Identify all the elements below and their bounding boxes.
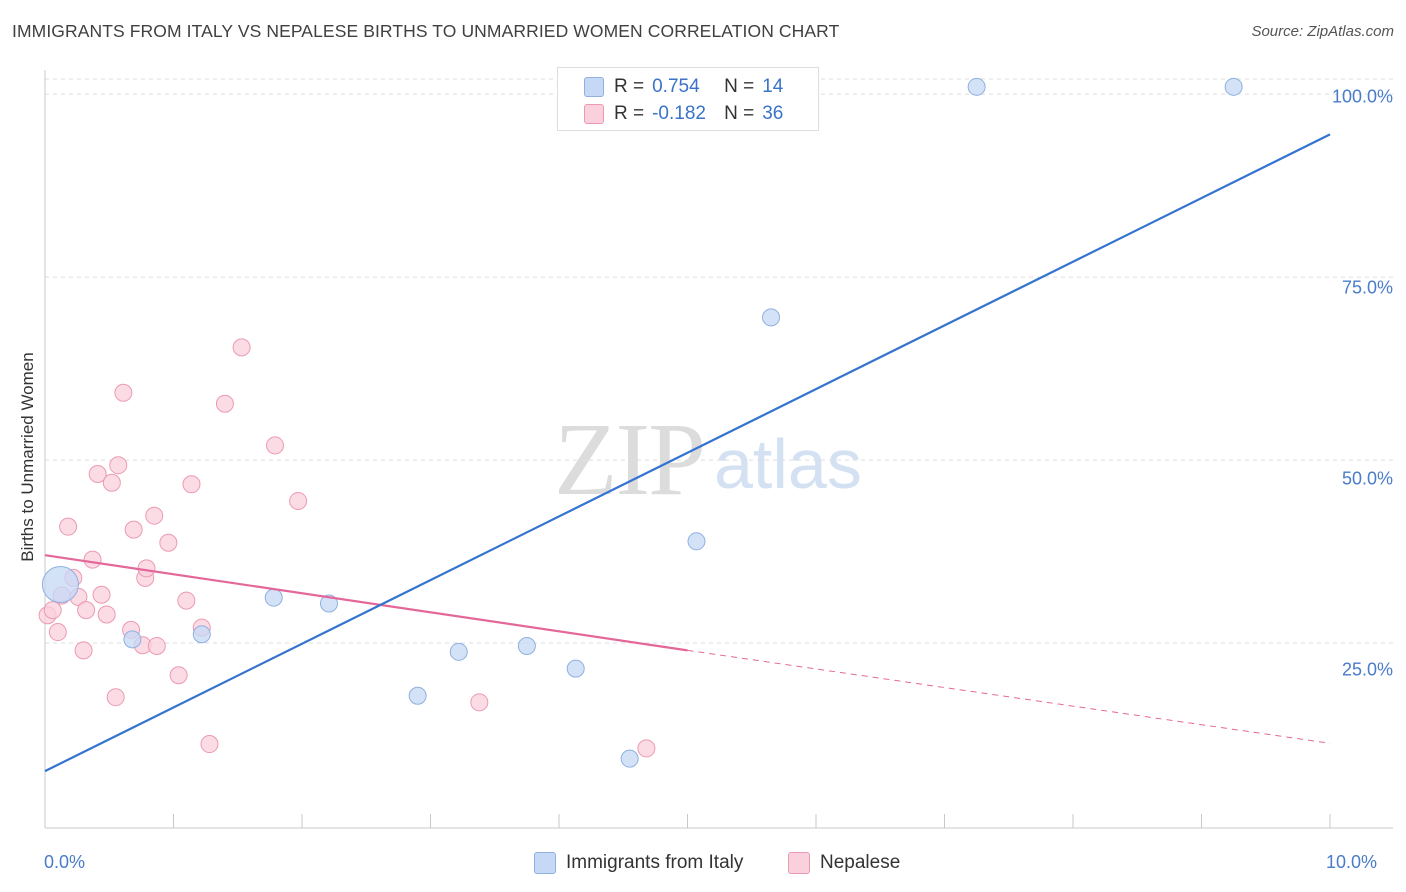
nepal-point xyxy=(109,456,128,475)
italy-point xyxy=(192,625,211,644)
nepal-point xyxy=(74,641,93,660)
nepal-point xyxy=(177,591,196,610)
y-tick-label: 75.0% xyxy=(1341,277,1393,298)
italy-point xyxy=(687,532,706,551)
n-value: 14 xyxy=(762,76,784,97)
nepal-point xyxy=(77,601,96,620)
chart-title: IMMIGRANTS FROM ITALY VS NEPALESE BIRTHS… xyxy=(12,21,840,41)
italy-point-large xyxy=(41,565,79,603)
y-tick-label: 25.0% xyxy=(1341,659,1393,680)
r-label: R = xyxy=(614,76,645,97)
italy-point xyxy=(566,659,585,678)
nepal-point xyxy=(48,623,67,642)
italy-point xyxy=(1224,77,1243,96)
nepal-point xyxy=(147,636,166,655)
nepal-legend-swatch xyxy=(788,852,810,874)
nepal-point xyxy=(145,506,164,525)
italy-point xyxy=(264,588,283,607)
italy-legend-label: Immigrants from Italy xyxy=(566,852,744,873)
nepal-point xyxy=(182,475,201,494)
italy-legend-swatch xyxy=(534,852,556,874)
r-value: -0.182 xyxy=(652,103,706,124)
bottom-legend-nepal: Nepalese xyxy=(788,852,900,874)
y-axis-label: Births to Unmarried Women xyxy=(18,352,37,562)
nepal-point xyxy=(266,436,285,455)
italy-point xyxy=(967,77,986,96)
nepal-trend-extension xyxy=(687,649,1331,744)
legend-row-italy: R = 0.754 N = 14 xyxy=(584,74,783,100)
italy-point xyxy=(620,749,639,768)
nepal-legend-label: Nepalese xyxy=(820,852,901,873)
n-label: N = xyxy=(724,103,755,124)
r-value: 0.754 xyxy=(652,76,700,97)
correlation-legend: R = 0.754 N = 14 R = -0.182 N = 36 xyxy=(557,67,819,131)
watermark-zip: ZIP xyxy=(554,402,706,517)
nepal-point xyxy=(43,601,62,620)
italy-point xyxy=(762,308,781,327)
nepal-point xyxy=(200,735,219,754)
watermark-atlas: atlas xyxy=(714,425,862,503)
nepal-point xyxy=(88,464,107,483)
nepal-point xyxy=(169,666,188,685)
y-tick-label: 100.0% xyxy=(1331,86,1393,107)
italy-point xyxy=(408,686,427,705)
italy-point xyxy=(517,636,536,655)
italy-point xyxy=(319,594,338,613)
nepal-point xyxy=(215,394,234,413)
y-tick-label: 50.0% xyxy=(1341,468,1393,489)
nepal-point xyxy=(83,550,102,569)
nepal-trend-line xyxy=(44,554,688,652)
nepal-point xyxy=(159,533,178,552)
n-label: N = xyxy=(724,76,755,97)
r-label: R = xyxy=(614,103,645,124)
nepal-point xyxy=(114,383,133,402)
nepal-point xyxy=(124,520,143,539)
nepal-point xyxy=(106,688,125,707)
legend-row-nepal: R = -0.182 N = 36 xyxy=(584,101,783,127)
italy-trend-line xyxy=(44,133,1331,773)
nepal-point xyxy=(102,473,121,492)
nepal-point xyxy=(97,605,116,624)
nepal-point xyxy=(470,693,489,712)
nepal-swatch xyxy=(584,104,604,124)
nepal-point xyxy=(92,585,111,604)
bottom-legend-italy: Immigrants from Italy xyxy=(534,852,743,874)
nepal-point xyxy=(289,492,308,511)
x-tick-label-max: 10.0% xyxy=(1326,852,1378,872)
source-label: Source: ZipAtlas.com xyxy=(1251,23,1394,40)
italy-point xyxy=(123,630,142,649)
x-tick-label-min: 0.0% xyxy=(44,852,86,872)
nepal-point xyxy=(232,338,251,357)
n-value: 36 xyxy=(762,103,784,124)
nepal-point xyxy=(59,517,78,536)
italy-point xyxy=(449,642,468,661)
italy-swatch xyxy=(584,77,604,97)
nepal-point xyxy=(637,739,656,758)
